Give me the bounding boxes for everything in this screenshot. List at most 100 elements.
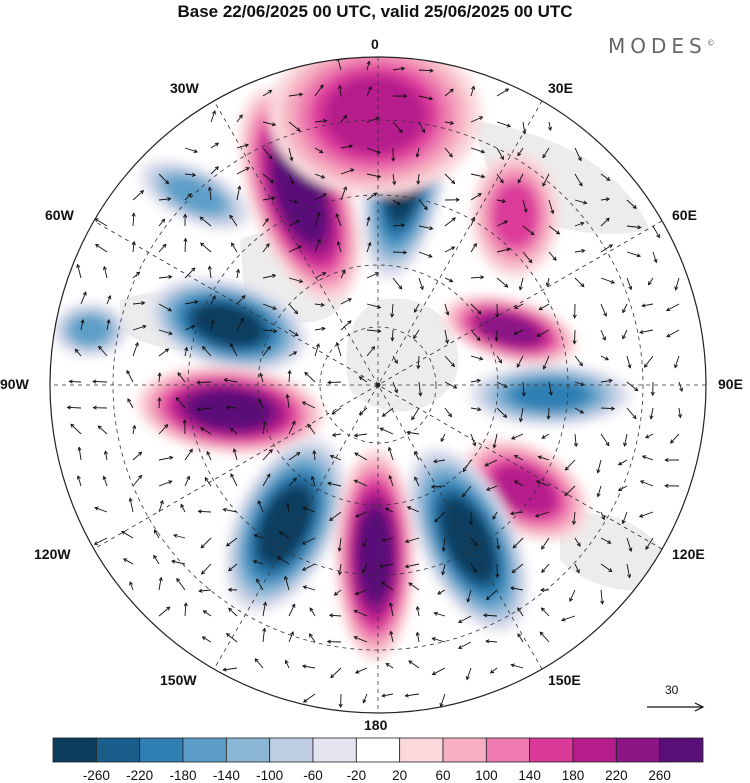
- wind-arrow: [183, 213, 188, 227]
- wind-arrow: [572, 329, 577, 345]
- wind-arrow: [574, 355, 583, 367]
- colorbar-cell: [485, 737, 531, 763]
- wind-arrow: [228, 607, 238, 617]
- wind-arrow: [547, 121, 553, 132]
- wind-arrow: [202, 610, 212, 617]
- wind-arrow: [106, 319, 111, 331]
- wind-arrow: [314, 173, 326, 179]
- wind-arrow: [465, 667, 472, 681]
- wind-arrow: [600, 244, 614, 253]
- wind-arrow: [622, 329, 628, 340]
- wind-arrow: [236, 143, 250, 149]
- wind-arrow: [122, 558, 134, 565]
- wind-arrow: [600, 378, 613, 383]
- wind-arrow: [302, 506, 316, 513]
- wind-arrow: [232, 448, 238, 461]
- wind-arrow: [314, 343, 320, 357]
- wind-arrow: [132, 424, 137, 435]
- wind-arrow: [431, 637, 446, 643]
- colorbar-cell: [572, 737, 617, 763]
- wind-arrow: [542, 147, 550, 159]
- wind-arrow: [288, 329, 299, 337]
- wind-arrow: [158, 348, 170, 357]
- wind-arrow: [131, 212, 136, 227]
- wind-arrow: [470, 147, 486, 154]
- wind-arrow: [235, 268, 241, 279]
- wind-arrow: [626, 355, 632, 369]
- wind-arrow: [418, 68, 434, 73]
- wind-arrow: [626, 563, 632, 579]
- wind-arrow: [262, 473, 271, 487]
- wind-arrow: [126, 369, 134, 383]
- wind-arrow: [623, 433, 628, 447]
- wind-arrow: [561, 615, 576, 622]
- wind-arrow: [461, 485, 472, 498]
- wind-arrow: [408, 582, 420, 591]
- wind-arrow: [652, 225, 660, 239]
- wind-arrow: [340, 186, 347, 201]
- wind-arrow: [97, 425, 108, 435]
- wind-arrow: [564, 459, 576, 471]
- wind-arrow: [470, 193, 482, 201]
- wind-arrow: [574, 173, 583, 187]
- wind-arrow: [157, 396, 162, 409]
- colorbar-tick-label: -140: [213, 768, 240, 783]
- wind-arrow: [496, 220, 509, 227]
- wind-arrow: [518, 407, 524, 423]
- wind-arrow: [457, 615, 472, 623]
- wind-arrow: [210, 319, 215, 331]
- wind-arrow: [600, 277, 616, 284]
- wind-arrow: [536, 329, 550, 337]
- wind-arrow: [206, 450, 212, 461]
- wind-arrow: [302, 585, 316, 591]
- wind-arrow: [439, 693, 446, 708]
- reference-vector-label: 30: [665, 683, 679, 697]
- wind-arrow: [433, 611, 446, 617]
- wind-arrow: [184, 475, 191, 487]
- wind-arrow: [513, 455, 524, 461]
- wind-arrow: [102, 265, 108, 279]
- anomaly-contour: [188, 390, 272, 430]
- wind-arrow: [522, 225, 535, 236]
- wind-arrow: [353, 609, 368, 617]
- wind-arrow: [314, 211, 321, 227]
- wind-arrow: [184, 346, 189, 357]
- wind-arrow: [574, 147, 582, 162]
- wind-arrow: [180, 503, 186, 513]
- wind-arrow: [639, 329, 654, 335]
- wind-arrow: [230, 473, 238, 487]
- wind-arrow: [540, 607, 550, 617]
- wind-arrow: [470, 378, 482, 383]
- wind-arrow: [496, 199, 507, 204]
- wind-arrow: [158, 499, 164, 513]
- wind-arrow: [391, 147, 396, 162]
- colorbar-cell: [355, 737, 401, 763]
- wind-arrow: [574, 277, 585, 288]
- wind-arrow: [362, 693, 368, 704]
- wind-arrow: [330, 667, 342, 679]
- wind-arrow: [379, 563, 394, 569]
- wind-arrow: [470, 303, 482, 315]
- anomaly-contour: [324, 76, 426, 154]
- wind-arrow: [574, 199, 588, 205]
- wind-arrow: [392, 173, 397, 186]
- colorbar-tick-label: 60: [435, 768, 450, 783]
- wind-arrow: [496, 247, 511, 253]
- wind-arrow: [482, 613, 498, 618]
- wind-arrow: [302, 693, 316, 703]
- colorbar-tick-label: 260: [648, 768, 671, 783]
- wind-arrow: [106, 295, 112, 305]
- colorbar-tick-label: 140: [518, 768, 541, 783]
- wind-arrow: [574, 537, 581, 547]
- wind-arrow: [470, 355, 484, 361]
- wind-arrow: [301, 537, 316, 545]
- wind-arrow: [596, 485, 602, 498]
- wind-arrow: [262, 627, 267, 643]
- wind-arrow: [329, 454, 342, 461]
- wind-arrow: [470, 173, 486, 179]
- wind-arrow: [92, 405, 108, 410]
- wind-arrow: [355, 511, 368, 518]
- wind-arrow: [652, 251, 658, 264]
- wind-arrow: [437, 589, 446, 595]
- wind-arrow: [236, 317, 244, 331]
